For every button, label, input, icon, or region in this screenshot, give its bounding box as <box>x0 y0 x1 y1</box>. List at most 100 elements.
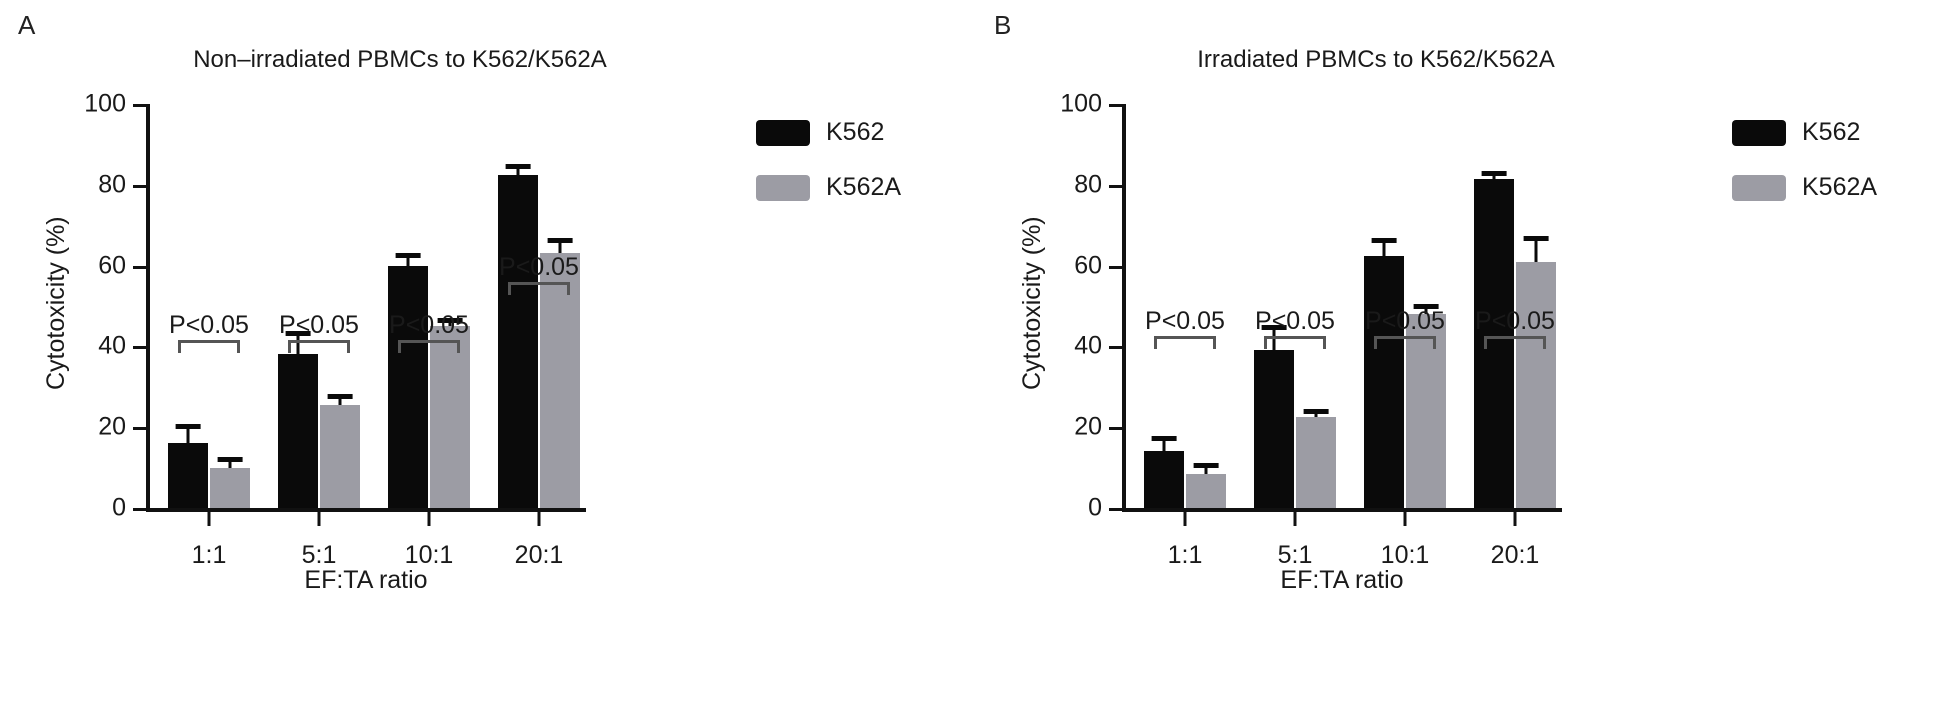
significance-bracket-tick-left <box>1374 336 1377 349</box>
error-bar-cap <box>505 163 531 169</box>
panel-b-title: Irradiated PBMCs to K562/K562A <box>1197 46 1555 73</box>
significance-bracket-tick-right <box>457 340 460 353</box>
significance-bracket-tick-left <box>398 340 401 353</box>
x-tick-label: 1:1 <box>191 541 227 569</box>
x-tick-label: 5:1 <box>1277 541 1313 569</box>
significance-bracket-line <box>1484 336 1546 339</box>
y-tick-mark <box>1109 265 1122 269</box>
error-bar-cap <box>1261 325 1287 331</box>
significance-bracket-tick-right <box>1543 336 1546 349</box>
legend-swatch-k562a-icon <box>756 174 810 201</box>
bar-k562-1-1 <box>1144 451 1184 508</box>
bar-k562a-1-1 <box>210 467 250 508</box>
panel-a-y-axis-title: Cytotoxicity (%) <box>42 216 70 390</box>
error-bar-stem <box>1204 467 1208 474</box>
panel-b-y-axis-title: Cytotoxicity (%) <box>1018 216 1046 390</box>
bar-k562a-20-1 <box>540 253 580 508</box>
panel-a-y-axis <box>146 104 150 508</box>
panel-a-x-axis <box>146 508 586 512</box>
error-bar-stem <box>1382 243 1386 256</box>
bar-k562-20-1 <box>498 174 538 508</box>
significance-bracket-line <box>288 340 350 343</box>
error-bar-stem <box>406 257 410 266</box>
significance-bracket-20-1: P<0.05 <box>1475 307 1555 352</box>
panel-letter-b: B <box>994 10 1012 40</box>
significance-bracket-line <box>1264 336 1326 339</box>
x-tick-mark <box>317 512 321 526</box>
x-tick-mark <box>1403 512 1407 526</box>
legend-label-k562: K562 <box>826 118 885 146</box>
panel-a: A Non–irradiated PBMCs to K562/K562A Cyt… <box>0 0 976 609</box>
legend-swatch-k562-icon <box>756 119 810 146</box>
panel-b-legend: K562 K562A <box>1732 118 1877 228</box>
significance-label: P<0.05 <box>169 311 249 339</box>
panel-b-plot-area: 0 20 40 60 80 100 1:1 P<0.05 5:1 P<0.05 10:1 P<0.05… <box>1060 90 1562 569</box>
error-bar-stem <box>186 429 190 444</box>
x-tick-label: 5:1 <box>301 541 337 569</box>
bar-k562-5-1 <box>1254 350 1294 508</box>
error-bar-cap <box>395 252 421 258</box>
significance-label: P<0.05 <box>499 253 579 281</box>
panel-b-y-axis <box>1122 104 1126 508</box>
significance-bracket-tick-left <box>1264 336 1267 349</box>
y-tick-mark <box>1109 427 1122 431</box>
y-tick-label: 60 <box>1074 251 1102 280</box>
figure-root: A Non–irradiated PBMCs to K562/K562A Cyt… <box>0 0 1952 609</box>
legend-swatch-k562-icon <box>1732 119 1786 146</box>
y-tick-label: 60 <box>98 251 126 280</box>
significance-bracket-10-1: P<0.05 <box>389 311 469 356</box>
x-tick-label: 1:1 <box>1167 541 1203 569</box>
significance-bracket-tick-right <box>1433 336 1436 349</box>
significance-label: P<0.05 <box>279 311 359 339</box>
significance-bracket-tick-left <box>178 340 181 353</box>
bar-k562a-10-1 <box>1406 314 1446 508</box>
panel-a-legend: K562 K562A <box>756 118 901 228</box>
significance-label: P<0.05 <box>1475 307 1555 335</box>
error-bar-cap <box>437 317 463 323</box>
bar-k562-10-1 <box>1364 255 1404 508</box>
error-bar-stem <box>558 243 562 254</box>
y-tick-mark <box>133 427 146 431</box>
y-tick-label: 0 <box>112 493 126 522</box>
bar-k562a-10-1 <box>430 326 470 508</box>
bar-k562a-5-1 <box>320 404 360 508</box>
y-tick-mark <box>1109 184 1122 188</box>
significance-bracket-line <box>178 340 240 343</box>
x-tick-label: 10:1 <box>404 541 454 569</box>
bar-k562a-5-1 <box>1296 417 1336 508</box>
error-bar-cap <box>1193 462 1219 468</box>
significance-bracket-tick-left <box>508 282 511 295</box>
panel-b-x-axis <box>1122 508 1562 512</box>
x-tick-mark <box>1513 512 1517 526</box>
error-bar-stem <box>228 461 232 468</box>
significance-bracket-tick-right <box>567 282 570 295</box>
significance-label: P<0.05 <box>389 311 469 339</box>
panel-letter-a: A <box>18 10 36 40</box>
significance-bracket-5-1: P<0.05 <box>1255 307 1335 352</box>
error-bar-cap <box>1413 304 1439 310</box>
y-tick-label: 100 <box>1060 89 1102 118</box>
error-bar-cap <box>327 393 353 399</box>
panel-a-x-axis-title: EF:TA ratio <box>304 566 428 594</box>
significance-bracket-line <box>508 282 570 285</box>
legend-label-k562: K562 <box>1802 118 1861 146</box>
significance-bracket-line <box>1374 336 1436 339</box>
significance-bracket-1-1: P<0.05 <box>169 311 249 356</box>
y-tick-label: 0 <box>1088 493 1102 522</box>
significance-bracket-tick-left <box>1484 336 1487 349</box>
y-tick-mark <box>1109 346 1122 350</box>
bar-k562a-1-1 <box>1186 473 1226 508</box>
error-bar-cap <box>1371 238 1397 244</box>
error-bar-cap <box>547 238 573 244</box>
error-bar-cap <box>1303 408 1329 414</box>
error-bar-stem <box>1492 175 1496 179</box>
significance-bracket-tick-right <box>237 340 240 353</box>
bar-k562-5-1 <box>278 354 318 508</box>
y-tick-label: 20 <box>1074 412 1102 441</box>
error-bar-cap <box>217 456 243 462</box>
error-bar-cap <box>1523 236 1549 242</box>
bar-k562-10-1 <box>388 265 428 508</box>
error-bar-cap <box>285 331 311 337</box>
legend-item-k562: K562 <box>1732 118 1877 147</box>
panel-b: B Irradiated PBMCs to K562/K562A Cytotox… <box>976 0 1952 609</box>
